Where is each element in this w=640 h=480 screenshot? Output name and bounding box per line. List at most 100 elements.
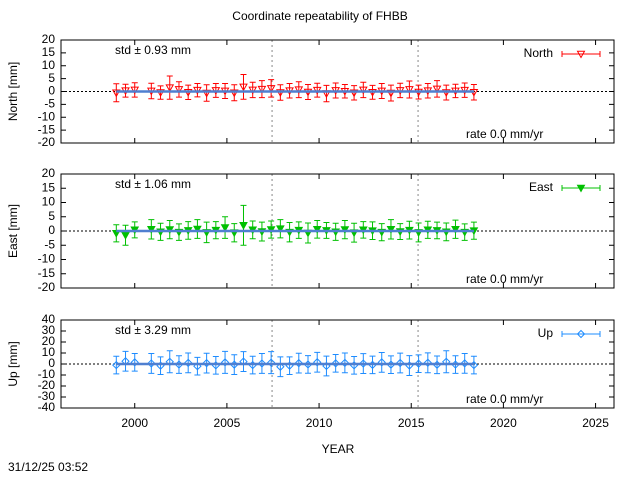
y-axis-label: East [mm] [6,204,20,258]
x-tick-label: 2025 [582,416,609,430]
marker [294,86,304,95]
error-bar [268,351,275,375]
marker [147,359,156,368]
error-bar [314,351,321,373]
y-tick-label: 5 [48,71,55,85]
error-bar [443,350,450,374]
y-axis-label: Up [mm] [6,341,20,386]
std-annotation: std ± 1.06 mm [115,177,191,191]
error-bar [268,79,275,98]
error-bar [406,355,413,376]
marker [386,89,396,98]
marker [395,358,405,368]
y-tick-label: 0 [48,223,55,237]
error-bar [249,81,256,99]
legend-marker [576,50,586,59]
y-tick-label: -5 [44,237,55,251]
error-bar [314,82,321,98]
marker [405,86,414,94]
error-bar [295,81,302,99]
error-bar [470,84,477,101]
y-tick-label: -10 [38,367,56,381]
y-tick-label: 20 [42,32,56,46]
error-bar [240,351,247,372]
error-bar [461,82,468,98]
y-tick-label: 10 [42,345,56,359]
x-tick-label: 2020 [490,416,517,430]
marker [165,357,174,367]
marker [423,358,433,367]
marker [266,358,276,367]
y-tick-label: -40 [38,400,56,414]
error-bar [387,84,394,102]
error-bar [113,83,120,103]
y-tick-label: 10 [42,58,56,72]
y-tick-label: 0 [48,356,55,370]
rate-annotation: rate 0.0 mm/yr [466,392,543,406]
marker [312,225,322,234]
marker [441,89,451,98]
error-bar [222,350,229,374]
plot-frame [60,319,615,409]
marker [377,358,386,367]
y-tick-label: -20 [38,378,56,392]
y-tick-label: -20 [38,280,56,294]
marker [349,89,359,98]
error-bar [194,356,201,376]
marker [229,89,239,98]
marker [202,358,211,368]
legend-line [561,331,601,337]
error-bar [323,355,330,377]
y-tick-label: 10 [42,195,56,209]
marker [331,359,340,368]
marker [146,225,156,234]
marker [257,359,267,368]
error-bar [166,75,173,100]
x-tick-label: 2015 [398,416,425,430]
marker [359,359,368,368]
marker [432,85,442,94]
x-axis-label: YEAR [322,442,355,456]
y-tick-label: -10 [38,252,56,266]
marker [276,362,285,371]
marker [276,89,285,98]
y-tick-label: 20 [42,166,56,180]
legend-marker [576,184,586,193]
marker [220,224,230,233]
marker [313,358,322,367]
error-bar [231,84,238,102]
timestamp: 31/12/25 03:52 [8,460,88,474]
y-tick-label: 20 [42,334,56,348]
marker [220,358,230,367]
std-annotation: std ± 0.93 mm [115,43,191,57]
error-bar [351,356,358,375]
marker [156,89,165,98]
y-tick-label: -5 [44,97,55,111]
rate-annotation: rate 0.0 mm/yr [466,272,543,286]
error-bar [323,84,330,103]
error-bar [240,74,247,100]
error-bar [131,353,138,372]
error-bar [166,350,173,374]
error-bar [286,356,293,375]
error-bar [470,355,477,375]
marker [276,225,285,234]
marker [266,85,276,93]
legend-label: Up [538,326,554,340]
y-tick-label: -30 [38,389,56,403]
y-tick-label: -10 [38,109,56,123]
legend-marker [576,329,586,339]
marker [174,86,184,94]
y-tick-label: 15 [42,180,56,194]
x-tick-label: 2005 [214,416,241,430]
error-bar [203,84,210,102]
error-bar [175,81,182,98]
marker [257,85,267,94]
marker [239,83,248,92]
y-tick-label: -20 [38,135,56,149]
y-axis-label: North [mm] [6,62,20,121]
legend-label: North [524,46,553,60]
error-bar [434,80,441,98]
error-bar [277,356,284,378]
